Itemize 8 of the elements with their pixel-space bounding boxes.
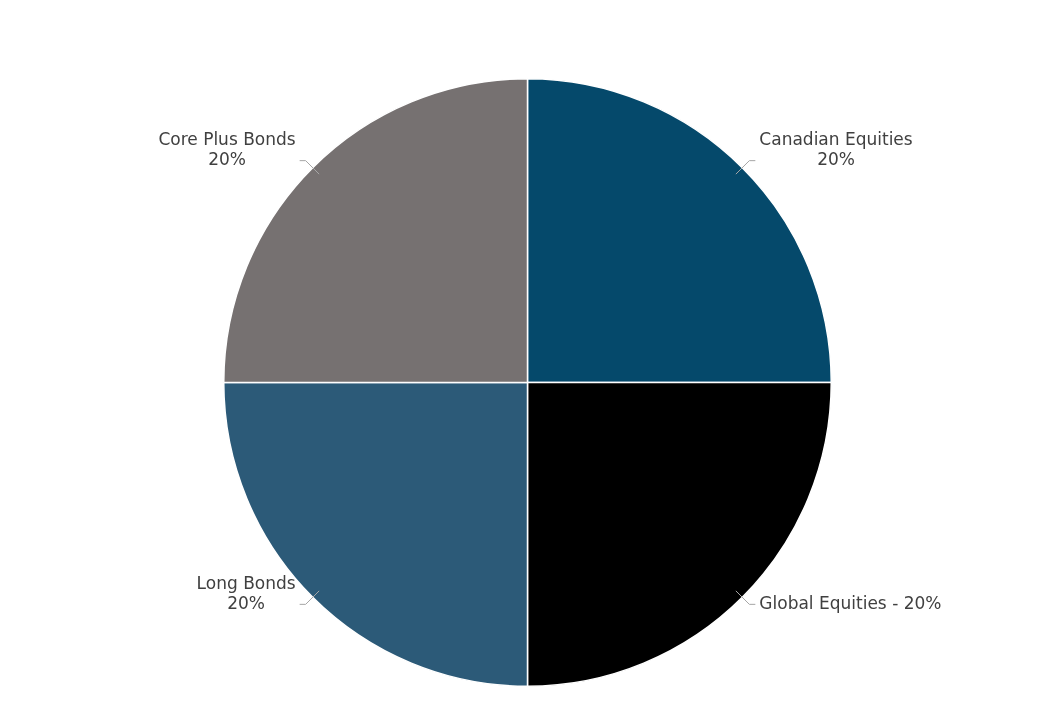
slice-label: Global Equities - xyxy=(759,592,899,613)
slice-label: Core Plus Bonds xyxy=(158,129,296,150)
data-label: 20% xyxy=(817,149,855,170)
data-label: 20% xyxy=(227,592,266,613)
slice-label: Long Bonds xyxy=(196,572,296,593)
data-label: 20% xyxy=(208,149,246,170)
slice-label: Canadian Equities xyxy=(759,129,913,150)
data-label: 20% xyxy=(903,592,942,613)
